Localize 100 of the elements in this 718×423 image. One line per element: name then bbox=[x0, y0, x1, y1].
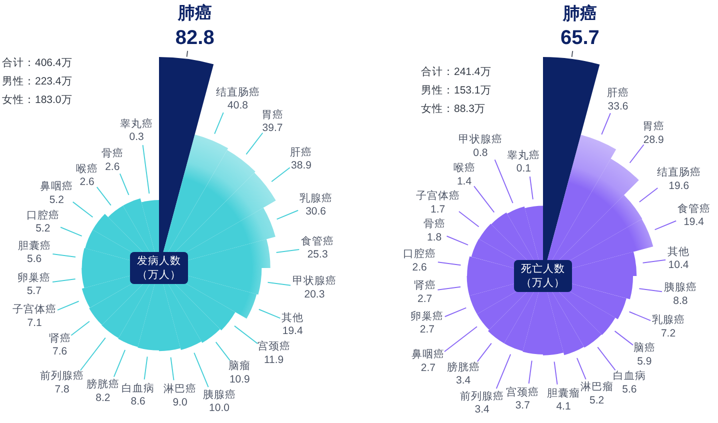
data-label: 28.9 bbox=[643, 134, 664, 146]
data-label: 8.2 bbox=[96, 392, 110, 404]
data-label: 8.8 bbox=[673, 294, 688, 307]
data-label: 1.8 bbox=[427, 231, 442, 244]
category-label: 喉癌 bbox=[76, 162, 98, 175]
data-label: 65.7 bbox=[560, 27, 600, 50]
category-label: 肾癌 bbox=[414, 278, 436, 292]
category-label: 肾癌 bbox=[48, 331, 71, 344]
category-label: 胆囊癌 bbox=[18, 238, 51, 252]
data-label: 7.2 bbox=[660, 327, 676, 340]
data-label: 3.7 bbox=[515, 400, 530, 412]
text: 男性：223.4万 bbox=[2, 76, 72, 88]
category-label: 肺癌 bbox=[562, 4, 597, 23]
data-label: 10.9 bbox=[229, 373, 250, 386]
data-label: 9.0 bbox=[172, 396, 188, 408]
data-label: 0.8 bbox=[473, 146, 488, 159]
data-label: 4.1 bbox=[556, 400, 571, 413]
category-label: 子宫体癌 bbox=[12, 302, 57, 316]
category-label: 膀胱癌 bbox=[446, 360, 480, 374]
category-label: 脑瘤 bbox=[228, 359, 251, 372]
data-label: 30.6 bbox=[306, 206, 326, 218]
data-label: 2.7 bbox=[420, 362, 436, 374]
category-label: 淋巴癌 bbox=[163, 382, 196, 396]
category-label: 骨癌 bbox=[101, 146, 124, 160]
data-label: 39.7 bbox=[262, 122, 283, 134]
category-label: 口腔癌 bbox=[26, 208, 60, 222]
data-label: 2.6 bbox=[80, 176, 95, 188]
data-label: 7.1 bbox=[27, 316, 42, 329]
category-label: 前列腺癌 bbox=[460, 389, 504, 402]
category-label: 膀胱癌 bbox=[86, 378, 120, 391]
text: 女性：183.0万 bbox=[2, 94, 72, 106]
category-label: 卵巢癌 bbox=[18, 270, 51, 284]
data-label: 10.0 bbox=[209, 402, 230, 414]
category-label: 卵巢癌 bbox=[410, 309, 444, 322]
data-label: 2.7 bbox=[420, 324, 435, 336]
data-label: 7.6 bbox=[52, 346, 68, 358]
data-label: 5.7 bbox=[26, 285, 42, 298]
data-label: 5.2 bbox=[49, 194, 64, 206]
category-label: 白血病 bbox=[612, 369, 646, 382]
category-label: 甲状腺癌 bbox=[292, 274, 336, 288]
category-label: 宫颈癌 bbox=[257, 340, 290, 353]
category-label: 鼻咽癌 bbox=[40, 180, 74, 193]
data-label: 40.8 bbox=[228, 100, 248, 112]
category-label: 胃癌 bbox=[642, 120, 665, 132]
data-label: 19.4 bbox=[684, 216, 704, 228]
data-label: 19.4 bbox=[282, 325, 303, 338]
category-label: 白血病 bbox=[122, 381, 155, 394]
category-label: 鼻咽癌 bbox=[412, 348, 445, 361]
data-label: 3.4 bbox=[474, 404, 490, 416]
data-label: 2.6 bbox=[105, 160, 120, 173]
data-label: 38.9 bbox=[291, 160, 312, 172]
data-label: 3.4 bbox=[456, 374, 471, 387]
text: 死亡人数（万人） bbox=[514, 260, 572, 292]
category-label: 结直肠癌 bbox=[656, 166, 701, 179]
category-label: 前列腺癌 bbox=[40, 369, 84, 382]
category-label: 胰腺癌 bbox=[664, 280, 697, 294]
category-label: 肝癌 bbox=[290, 145, 312, 158]
text: 合计：241.4万 bbox=[421, 65, 492, 78]
data-label: 5.6 bbox=[622, 383, 637, 396]
data-label: 25.3 bbox=[307, 248, 328, 261]
data-label: 2.7 bbox=[417, 292, 432, 305]
category-label: 胰腺癌 bbox=[202, 388, 236, 401]
data-label: 0.3 bbox=[129, 131, 144, 144]
data-label: 19.6 bbox=[668, 180, 690, 192]
data-label: 1.4 bbox=[456, 175, 472, 188]
category-label: 子宫体癌 bbox=[416, 189, 460, 202]
category-label: 胆囊瘤 bbox=[547, 386, 580, 400]
category-label: 睾丸癌 bbox=[120, 116, 154, 130]
data-label: 2.6 bbox=[412, 261, 427, 274]
data-label: 5.6 bbox=[26, 253, 42, 266]
data-label: 7.8 bbox=[54, 384, 70, 396]
data-label: 33.6 bbox=[608, 100, 628, 112]
data-label: 0.1 bbox=[516, 162, 532, 175]
category-label: 脑癌 bbox=[633, 341, 656, 354]
data-label: 10.4 bbox=[668, 259, 689, 272]
category-label: 宫颈癌 bbox=[506, 385, 540, 398]
data-label: 8.6 bbox=[130, 396, 146, 408]
data-label: 5.9 bbox=[637, 355, 652, 368]
category-label: 睾丸癌 bbox=[507, 148, 540, 162]
data-label: 5.2 bbox=[36, 222, 50, 235]
data-label: 5.2 bbox=[589, 394, 604, 406]
category-label: 其他 bbox=[282, 310, 304, 324]
category-label: 乳腺癌 bbox=[652, 313, 685, 326]
category-label: 肺癌 bbox=[176, 4, 212, 23]
text: 男性：153.1万 bbox=[421, 84, 492, 96]
category-label: 骨癌 bbox=[423, 217, 446, 230]
category-label: 胃癌 bbox=[261, 108, 284, 121]
category-label: 结直肠癌 bbox=[216, 85, 260, 98]
category-label: 口腔癌 bbox=[403, 247, 436, 260]
text: 合计：406.4万 bbox=[2, 56, 72, 69]
category-label: 其他 bbox=[668, 244, 690, 258]
text: 女性：88.3万 bbox=[421, 103, 486, 115]
category-label: 食管癌 bbox=[301, 234, 334, 248]
data-label: 1.7 bbox=[430, 203, 446, 216]
category-label: 甲状腺癌 bbox=[458, 132, 502, 146]
data-label: 11.9 bbox=[264, 354, 284, 366]
category-label: 乳腺癌 bbox=[299, 191, 332, 204]
data-label: 82.8 bbox=[175, 27, 214, 50]
data-label: 20.3 bbox=[304, 288, 325, 300]
category-label: 喉癌 bbox=[453, 161, 476, 174]
